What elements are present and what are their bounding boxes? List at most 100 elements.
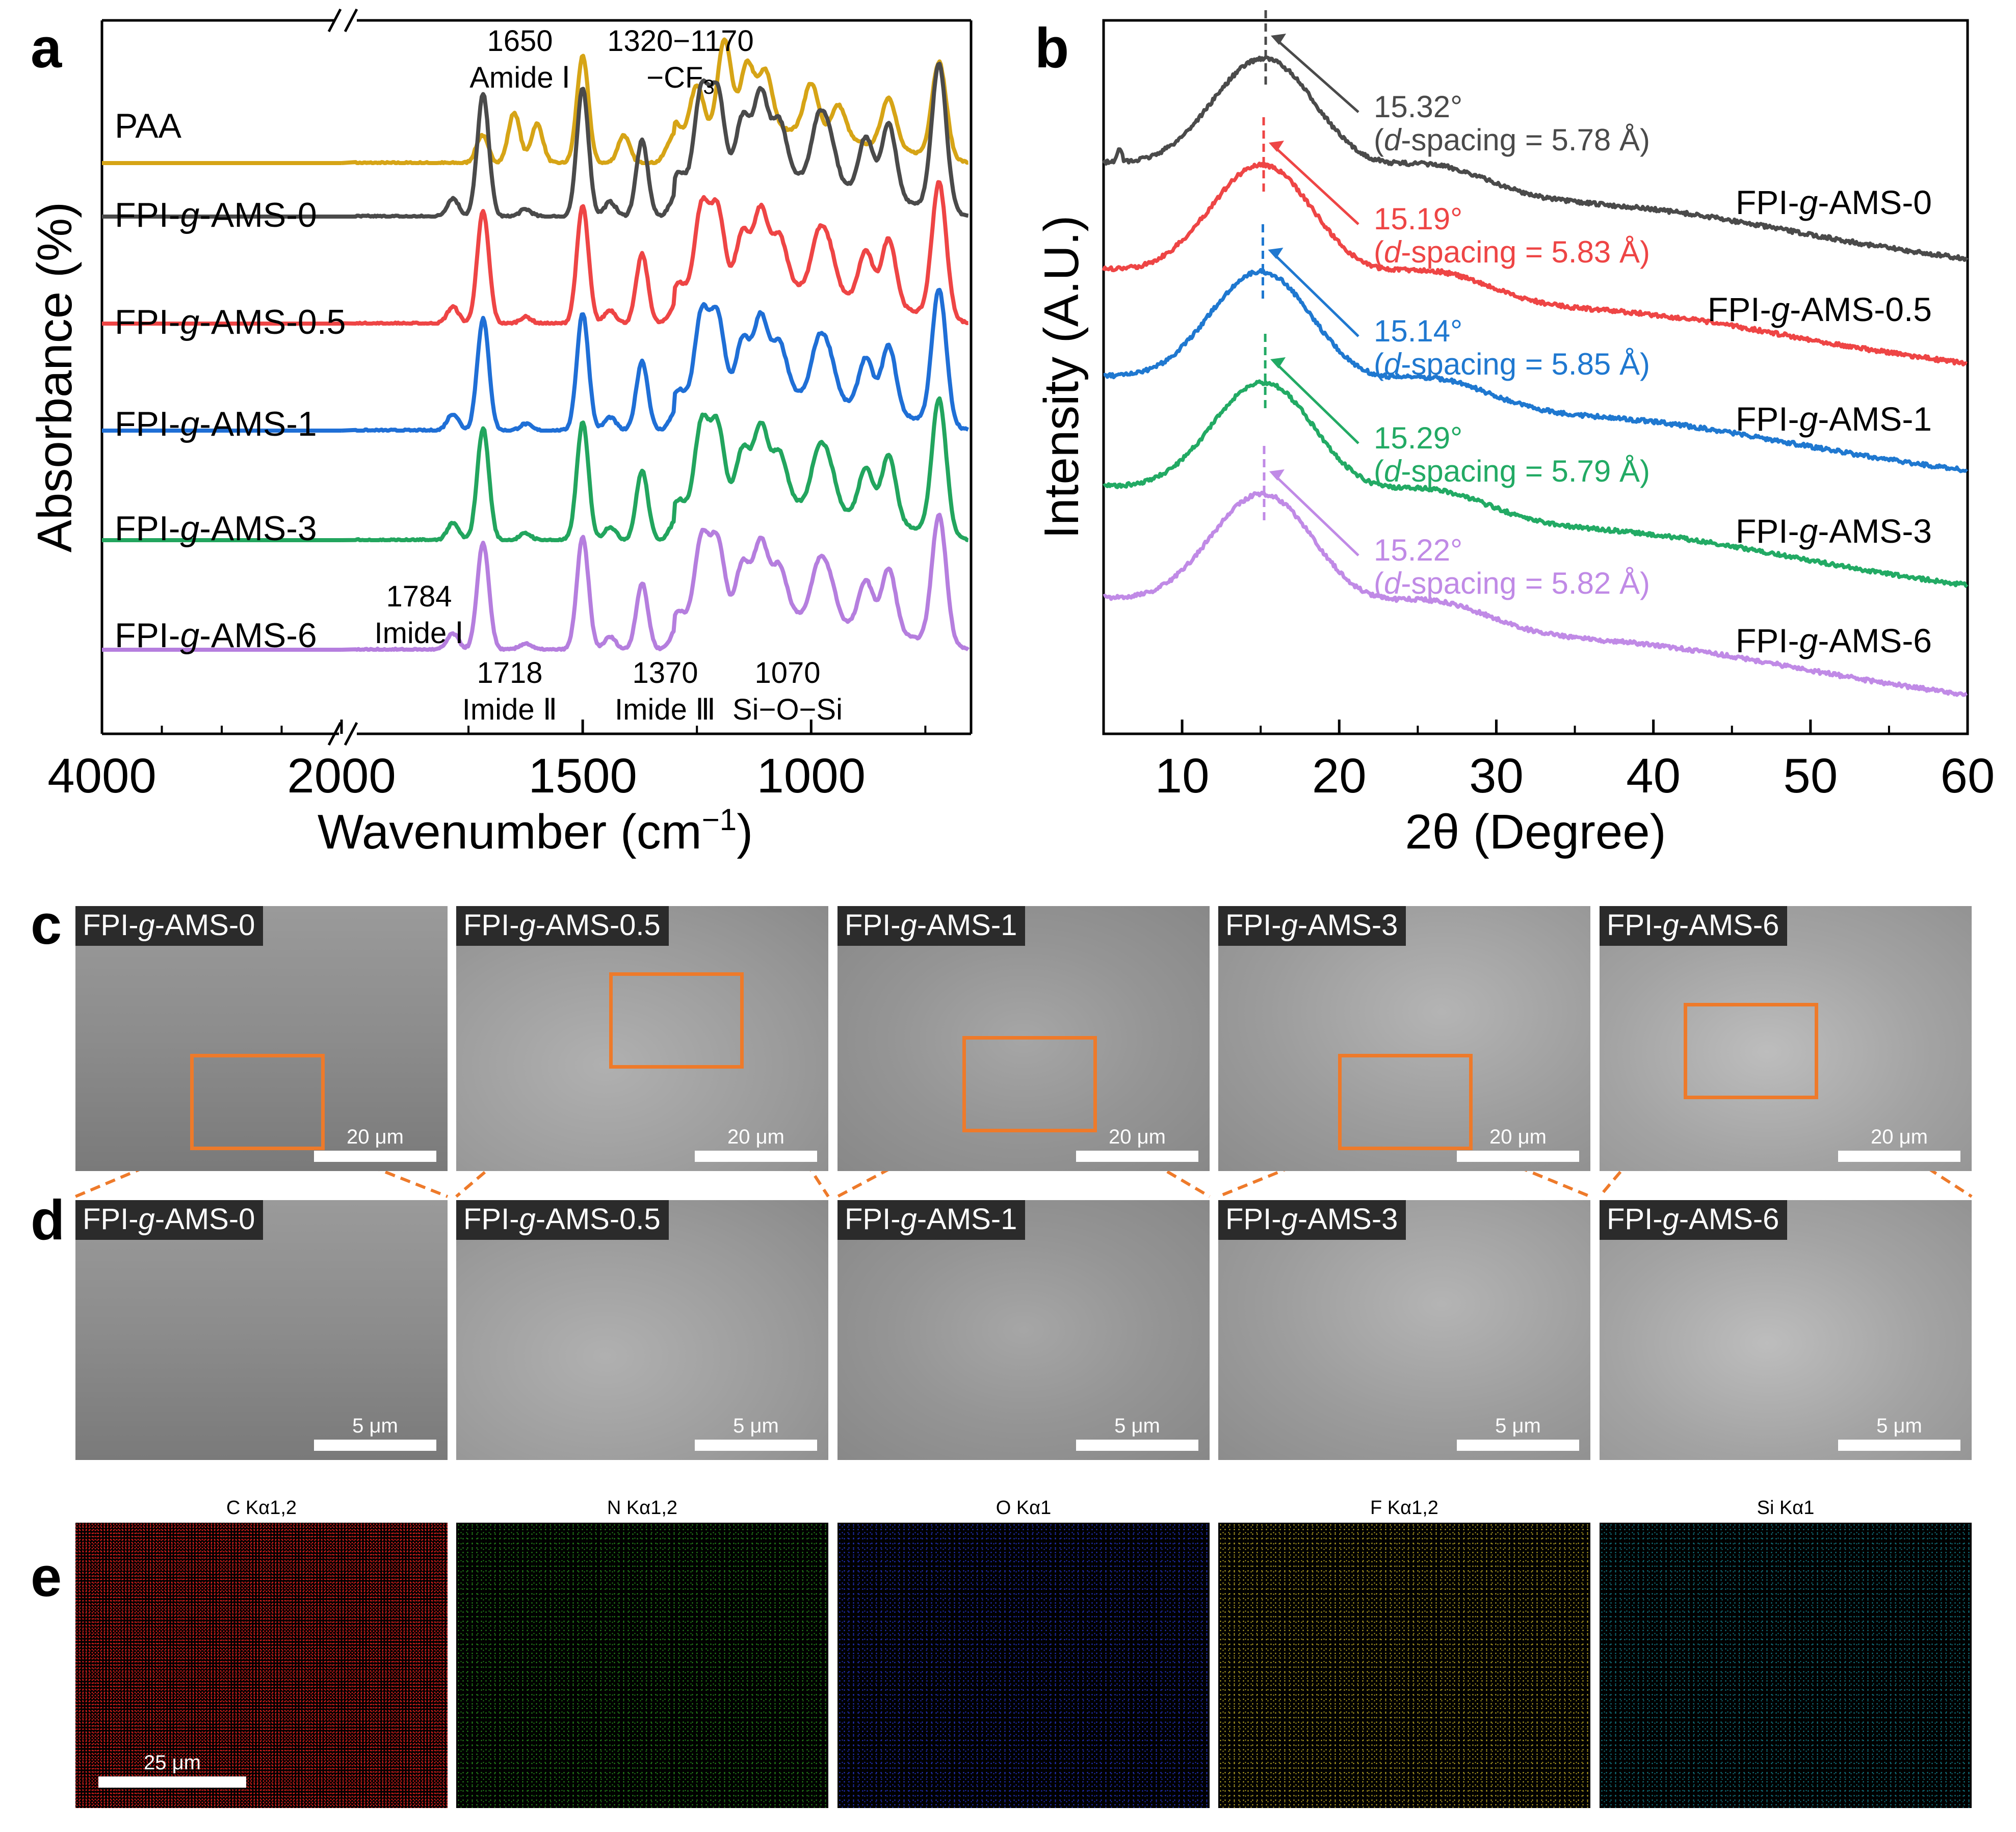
ftir-annotation: 1070 [754,656,820,689]
scale-bar: 20 μm [1076,1126,1198,1162]
xrd-arrow-head [1268,248,1284,259]
xrd-series-label-part: FPI- [1708,290,1771,328]
ftir-x-tick-label: 1000 [757,749,866,803]
sem-label-part: g [519,1203,536,1236]
xrd-x-tick-label: 60 [1941,749,1995,803]
scale-bar: 20 μm [314,1126,436,1162]
xrd-d-italic: d [1384,347,1402,381]
xrd-arrow-head [1271,34,1287,45]
scale-bar-label: 20 μm [1871,1126,1928,1148]
scale-bar: 5 μm [695,1415,817,1451]
sem-label-part: FPI- [845,909,901,942]
sem-tile: FPI-g-AMS-0.5 5 μm [456,1200,828,1460]
ftir-series-label-part: FPI- [115,509,180,548]
axis-break-mark [327,8,342,33]
ftir-annotation: Imide Ⅱ [462,693,558,726]
sem-image [837,1523,1210,1808]
xrd-peak-label: 15.19° [1374,202,1462,236]
scale-bar-line [695,1151,817,1162]
sem-label-part: FPI- [463,1203,519,1236]
sem-image [456,1200,828,1460]
xrd-series-label-part: g [1799,512,1818,550]
scale-bar-line [1838,1151,1960,1162]
ftir-annotation: Si−O−Si [732,693,843,726]
xrd-d-rest: -spacing = 5.82 Å) [1401,566,1650,600]
xrd-d-spacing-label: (d-spacing = 5.83 Å) [1374,235,1650,269]
xrd-arrow [1272,144,1359,225]
ftir-x-tick-label: 1500 [528,749,637,803]
sem-sample-label: FPI-g-AMS-6 [1600,1200,1788,1240]
axis-break-mark [327,722,342,746]
ftir-annotation: 1718 [477,656,542,689]
ftir-series-label: FPI-g-AMS-0 [115,196,317,234]
ftir-series-label-part: PAA [115,107,182,145]
sem-tile: FPI-g-AMS-0 5 μm [75,1200,448,1460]
xrd-d-rest: -spacing = 5.79 Å) [1401,454,1650,488]
sem-label-part: g [1281,1203,1298,1236]
ftir-x-label: Wavenumber (cm−1) [318,803,753,859]
ftir-annotation: Imide Ⅰ [374,617,463,650]
sem-label-part: FPI- [1225,909,1281,942]
scale-bar-label: 25 μm [144,1751,201,1774]
ftir-series-label: FPI-g-AMS-0.5 [115,303,346,341]
zoom-region-box [1684,1003,1818,1099]
xrd-arrow [1272,473,1359,556]
xrd-series-0 [1102,56,1969,262]
sem-tile: FPI-g-AMS-0.5 20 μm [456,906,828,1171]
xrd-series-label-part: g [1799,400,1818,438]
sem-label-part: -AMS-0.5 [535,1203,661,1236]
eds-element-label: N Kα1,2 [607,1497,678,1519]
sem-sample-label: FPI-g-AMS-1 [837,1200,1026,1240]
sem-tile: FPI-g-AMS-3 20 μm [1218,906,1590,1171]
xrd-peak-label: 15.14° [1374,314,1462,348]
ftir-x-label-sup: −1 [702,803,737,837]
sem-label-part: g [1662,909,1679,942]
xrd-d-italic: d [1384,123,1402,157]
scale-bar-label: 5 μm [1876,1415,1922,1437]
xrd-series-label-part: FPI- [1736,512,1799,550]
scale-bar-label: 20 μm [1109,1126,1166,1148]
xrd-arrow-head [1270,357,1286,368]
ftir-series-label-part: -AMS-3 [199,509,317,548]
sem-label-part: FPI- [1607,1203,1663,1236]
xrd-arrow-head [1269,469,1285,481]
ftir-series-label-part: -AMS-0 [199,196,317,234]
sem-image [1600,906,1972,1171]
sem-sample-label: FPI-g-AMS-0 [75,906,264,946]
sem-tile: 25 μm [75,1523,448,1808]
sem-tile [456,1523,828,1808]
ftir-series-label-part: -AMS-1 [199,405,317,443]
ftir-series-2 [341,180,969,326]
ftir-x-tick-label: 2000 [287,749,396,803]
xrd-y-label: Intensity (A.U.) [1034,216,1089,539]
xrd-series-label-part: FPI- [1736,622,1799,659]
xrd-series-label-part: -AMS-1 [1818,400,1932,438]
xrd-d-paren: ( [1374,235,1384,269]
xrd-d-paren: ( [1374,454,1384,488]
scale-bar-label: 5 μm [1495,1415,1541,1437]
ftir-series-1 [342,62,969,219]
scale-bar-line [1076,1440,1198,1451]
xrd-x-tick-label: 20 [1312,749,1367,803]
scale-bar-line [1457,1440,1579,1451]
xrd-d-spacing-label: (d-spacing = 5.78 Å) [1374,123,1650,157]
panel-label-b: b [1035,17,1069,79]
sem-sample-label: FPI-g-AMS-6 [1600,906,1788,946]
xrd-peak-label: 15.32° [1374,90,1462,124]
xrd-series-4 [1103,490,1968,697]
xrd-series-label-part: -AMS-0.5 [1790,290,1932,328]
xrd-peak-label: 15.29° [1374,421,1462,455]
panel-label-a: a [31,17,62,79]
sem-label-part: -AMS-1 [917,1203,1017,1236]
xrd-d-paren: ( [1374,347,1384,381]
xrd-series-label-part: g [1771,290,1790,328]
ftir-annotation: 1370 [632,656,698,689]
panel-label-d: d [31,1189,65,1252]
ftir-series-label-part: -AMS-6 [199,616,317,655]
scale-bar-label: 5 μm [1114,1415,1160,1437]
axis-break-mark [344,722,358,746]
sem-image [1218,1523,1590,1808]
xrd-d-spacing-label: (d-spacing = 5.79 Å) [1374,454,1650,488]
